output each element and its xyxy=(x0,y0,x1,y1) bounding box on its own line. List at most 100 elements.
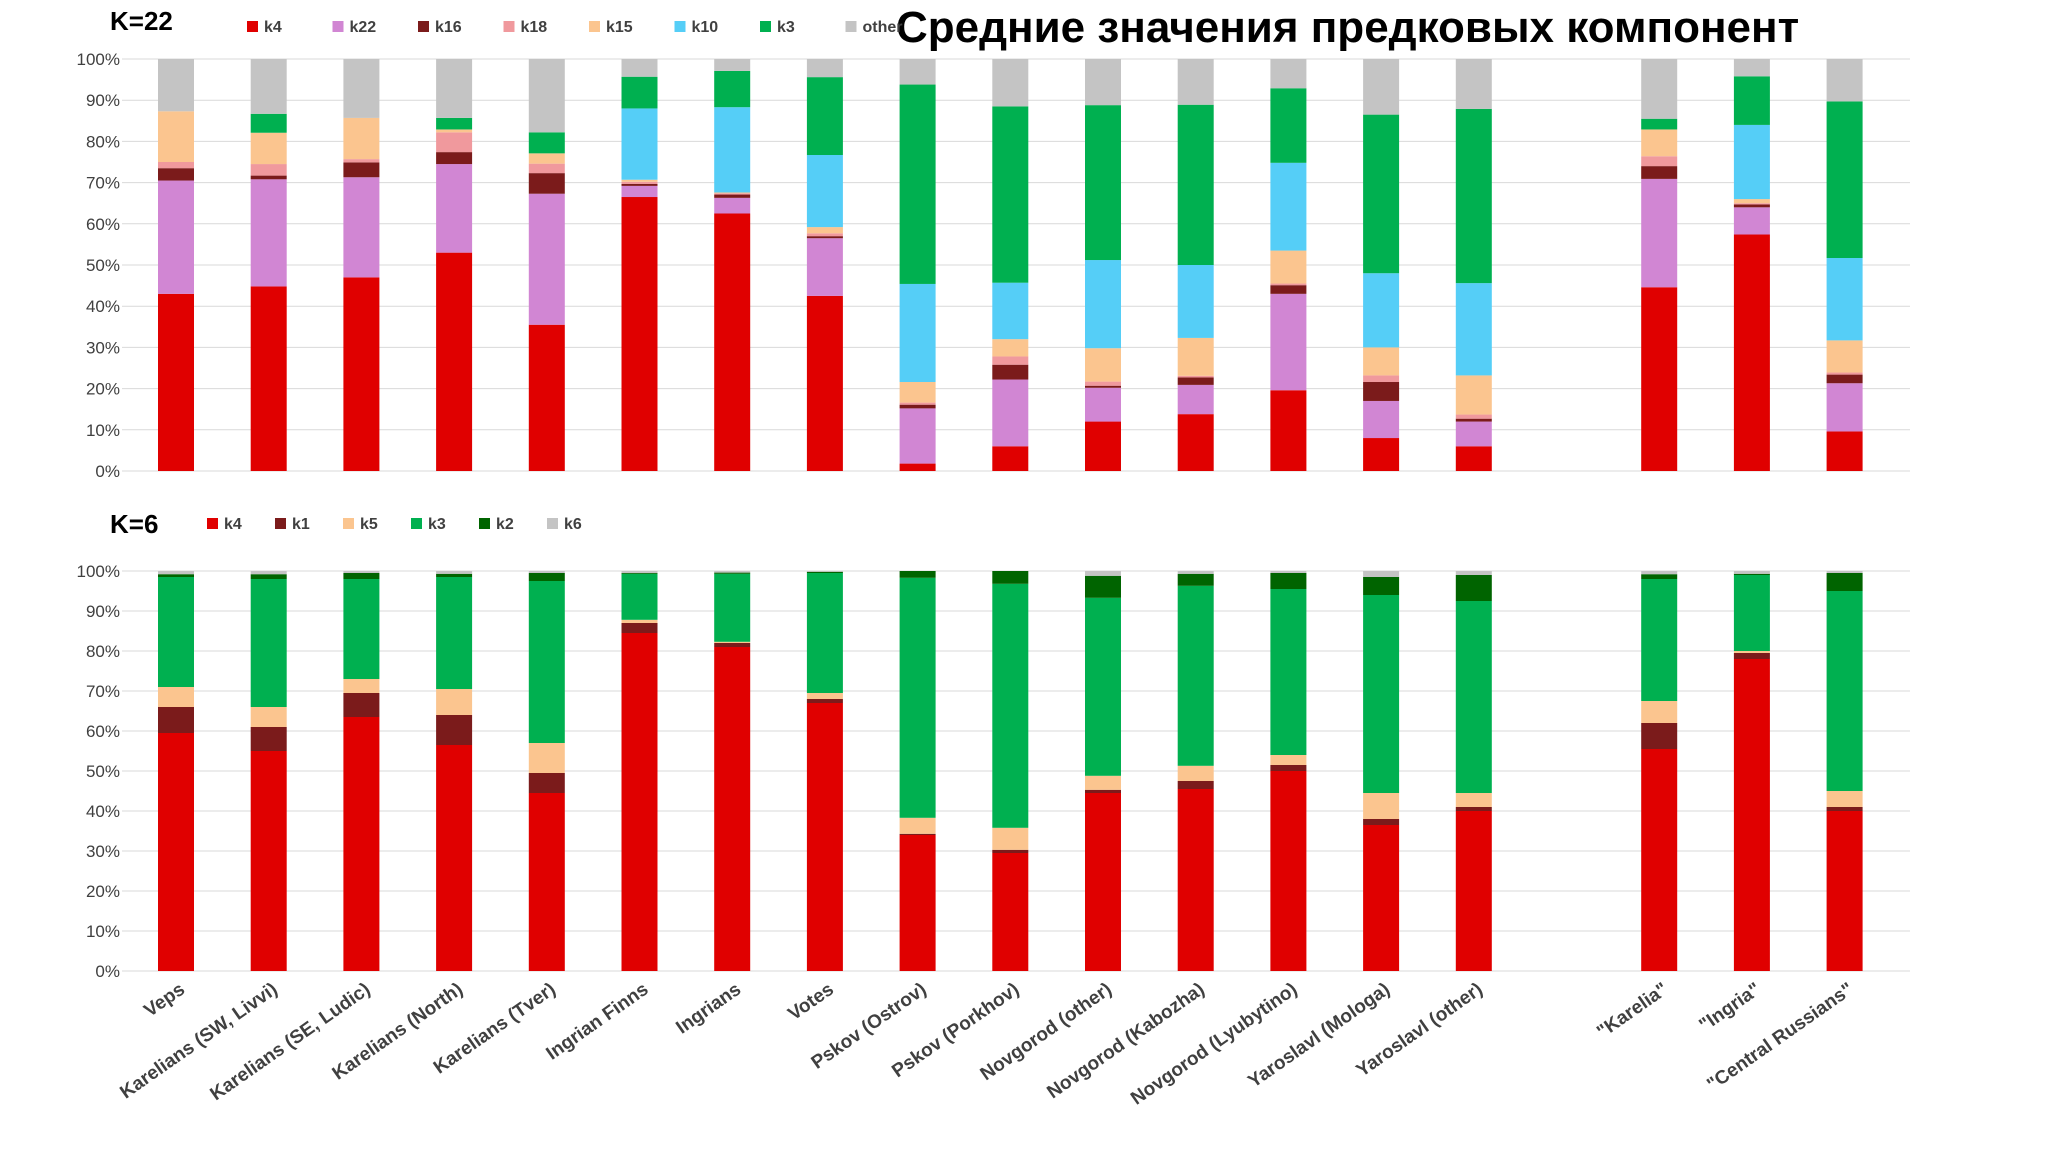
chart-title: Средние значения предковых компонент xyxy=(896,3,1799,52)
bar-segment-other xyxy=(806,59,843,78)
bar-segment-k15 xyxy=(1733,199,1770,204)
panel-label: K=22 xyxy=(110,6,173,36)
category-label: "Karelia" xyxy=(1593,979,1672,1043)
bar-segment-k3 xyxy=(714,70,751,108)
bar-segment-k10 xyxy=(1363,273,1400,348)
bar-segment-k15 xyxy=(1085,348,1121,382)
bar-segment-k3 xyxy=(992,106,1029,283)
bar-segment-k6 xyxy=(1733,571,1770,574)
legend-label: k3 xyxy=(428,516,446,533)
bar-segment-k16 xyxy=(436,152,473,165)
bar-segment-k6 xyxy=(1085,571,1121,576)
bar-segment-k3 xyxy=(528,132,565,154)
bar-segment-k1 xyxy=(436,715,473,745)
category-label: Votes xyxy=(784,979,837,1025)
bar-segment-k16 xyxy=(992,364,1029,380)
bar-segment-k2 xyxy=(621,573,658,574)
bar-segment-k10 xyxy=(899,283,936,383)
bar-segment-k22 xyxy=(621,185,658,198)
bar-segment-k3 xyxy=(714,573,751,642)
bar-segment-k1 xyxy=(1363,819,1400,825)
y-tick-label: 10% xyxy=(86,922,120,941)
bar-segment-other xyxy=(250,59,287,114)
category-label: Veps xyxy=(140,979,188,1022)
bar-segment-k4 xyxy=(1455,811,1492,971)
bar-segment-k5 xyxy=(1733,651,1770,653)
bar-segment-k2 xyxy=(1363,577,1400,595)
legend-swatch xyxy=(332,21,344,32)
bar-segment-k2 xyxy=(1177,573,1214,586)
legend-swatch xyxy=(275,518,286,529)
bar-segment-k22 xyxy=(436,164,473,253)
bar-segment-k18 xyxy=(343,159,380,163)
bar-segment-k1 xyxy=(528,773,565,793)
bar-segment-k6 xyxy=(1270,571,1307,573)
bar-segment-k5 xyxy=(528,743,565,773)
bar-segment-k3 xyxy=(1641,118,1678,130)
bar-segment-k15 xyxy=(806,227,843,234)
bar-segment-k10 xyxy=(992,282,1029,340)
bar-segment-k3 xyxy=(1270,589,1307,755)
bar-segment-k4 xyxy=(1363,825,1400,971)
bar-segment-k22 xyxy=(528,193,565,325)
bar-segment-k2 xyxy=(158,574,194,577)
bar-segment-k3 xyxy=(1455,108,1492,284)
bar-segment-other xyxy=(714,59,751,71)
bar-segment-k1 xyxy=(1641,723,1678,749)
bar-segment-k22 xyxy=(992,379,1029,447)
bar-segment-k3 xyxy=(1085,105,1121,261)
bar-segment-k3 xyxy=(806,573,843,693)
bar-segment-k5 xyxy=(714,641,751,643)
bar-segment-k16 xyxy=(250,175,287,180)
y-tick-label: 40% xyxy=(86,802,120,821)
bar-segment-k5 xyxy=(343,679,380,693)
legend-swatch xyxy=(343,518,354,529)
bar-segment-k10 xyxy=(1455,283,1492,376)
bar-segment-k16 xyxy=(1641,166,1678,179)
bar-segment-k2 xyxy=(899,571,936,578)
bar-segment-k1 xyxy=(1270,765,1307,771)
bar-segment-k1 xyxy=(1733,653,1770,659)
bar-segment-k16 xyxy=(343,162,380,178)
bar-segment-k15 xyxy=(621,179,658,182)
y-tick-label: 60% xyxy=(86,215,120,234)
bar-segment-k2 xyxy=(992,571,1029,584)
bar-segment-k1 xyxy=(1085,789,1121,793)
bar-segment-k1 xyxy=(250,727,287,751)
legend-label: k2 xyxy=(496,516,514,533)
y-tick-label: 0% xyxy=(95,962,120,981)
bar-segment-k18 xyxy=(1455,414,1492,419)
bar-segment-k4 xyxy=(1733,659,1770,971)
bar-segment-k3 xyxy=(250,579,287,707)
bar-segment-k4 xyxy=(1177,414,1214,471)
bar-segment-k4 xyxy=(528,793,565,971)
bar-segment-k15 xyxy=(250,132,287,165)
category-label: Karelians (SE, Ludic) xyxy=(207,979,375,1105)
bar-segment-k4 xyxy=(436,252,473,471)
bar-segment-k6 xyxy=(806,571,843,572)
bar-segment-k5 xyxy=(436,689,473,715)
bar-segment-k15 xyxy=(158,111,194,162)
bar-segment-k1 xyxy=(1826,807,1863,811)
bar-segment-k16 xyxy=(1826,374,1863,384)
bar-segment-other xyxy=(1363,59,1400,115)
bar-segment-k16 xyxy=(1363,382,1400,401)
bar-segment-k4 xyxy=(1826,811,1863,971)
bar-segment-k1 xyxy=(1177,781,1214,789)
bar-segment-k2 xyxy=(436,573,473,577)
y-tick-label: 10% xyxy=(86,421,120,440)
bar-segment-other xyxy=(899,59,936,85)
bar-segment-k15 xyxy=(714,192,751,194)
bar-segment-k10 xyxy=(806,154,843,228)
bar-segment-k22 xyxy=(1641,178,1678,288)
bar-segment-k3 xyxy=(1733,76,1770,125)
legend-label: k10 xyxy=(692,19,719,36)
bar-segment-k2 xyxy=(806,571,843,573)
bar-segment-k5 xyxy=(1270,755,1307,765)
bar-segment-k3 xyxy=(436,577,473,689)
legend-label: k1 xyxy=(292,516,310,533)
bar-segment-k6 xyxy=(158,571,194,575)
bar-segment-k4 xyxy=(528,324,565,471)
